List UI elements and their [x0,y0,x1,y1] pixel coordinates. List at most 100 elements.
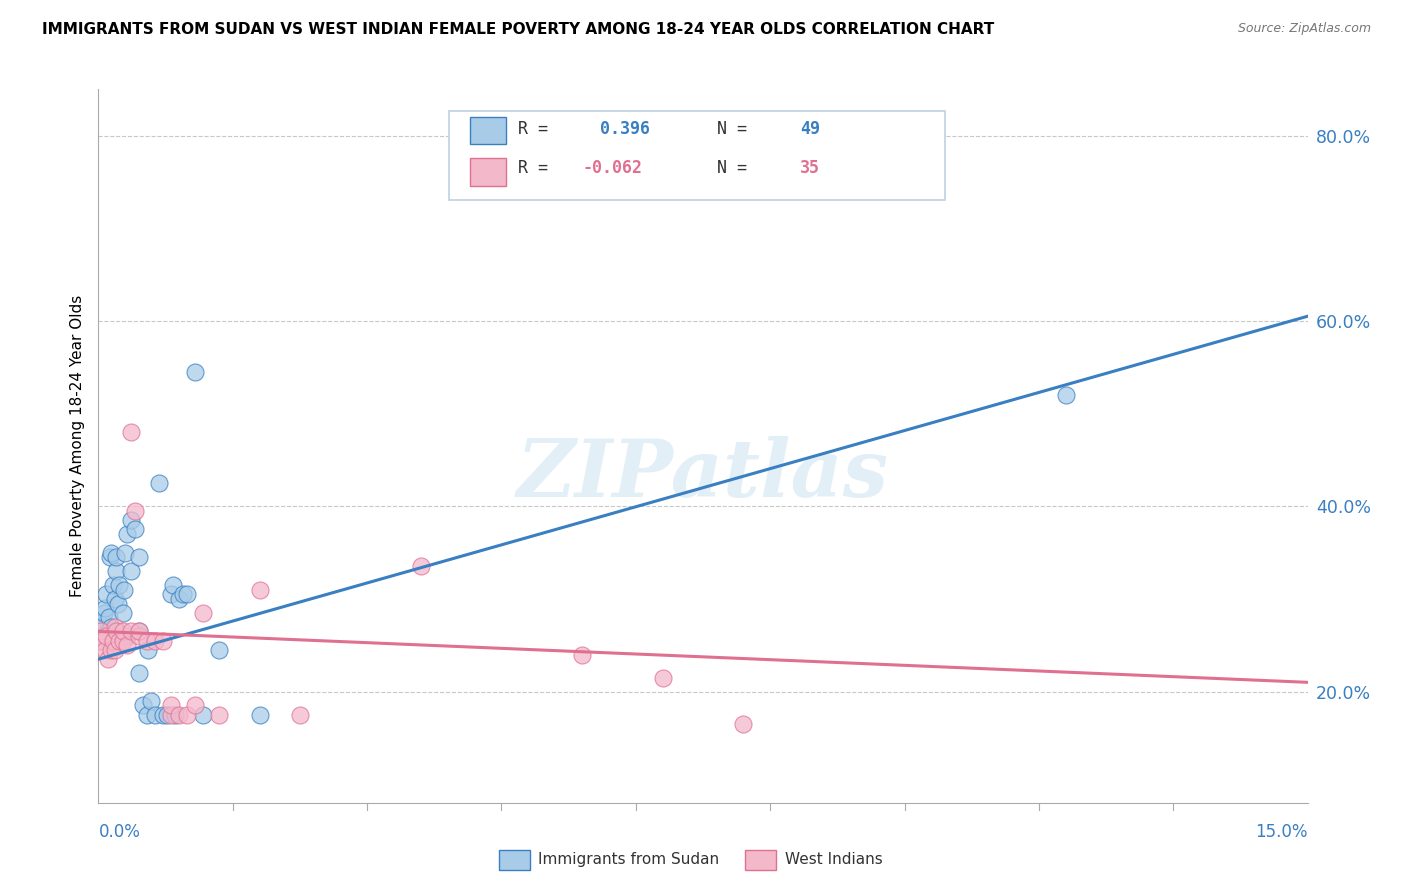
Point [135,633,157,648]
Point [120,513,142,527]
Point [184,365,207,379]
Point [103,629,125,643]
Point [96,587,118,601]
Point [193,606,215,620]
Point [114,545,136,559]
Y-axis label: Female Poverty Among 18-24 Year Olds: Female Poverty Among 18-24 Year Olds [69,295,84,597]
Point [90,633,112,648]
Point [176,587,198,601]
FancyBboxPatch shape [470,159,506,186]
Point [138,643,160,657]
Point [111,629,134,643]
Point [117,527,139,541]
Text: West Indians: West Indians [785,853,883,867]
Point [132,698,155,713]
Point [128,624,150,639]
Point [172,587,194,601]
Point [208,643,231,657]
Text: Source: ZipAtlas.com: Source: ZipAtlas.com [1237,22,1371,36]
Point [160,698,183,713]
Text: 49: 49 [800,120,820,138]
Point [409,559,432,574]
Point [94,601,117,615]
Point [167,591,190,606]
Point [91,633,114,648]
Text: Immigrants from Sudan: Immigrants from Sudan [538,853,720,867]
Point [120,624,142,639]
Point [111,624,134,639]
Point [288,707,311,722]
Text: 15.0%: 15.0% [1256,823,1308,841]
Text: 35: 35 [800,159,820,178]
Point [143,633,166,648]
Point [249,582,271,597]
Point [94,643,117,657]
Point [120,564,142,578]
Point [1054,388,1077,402]
Point [128,629,150,643]
Point [156,707,179,722]
Point [101,633,124,648]
Text: IMMIGRANTS FROM SUDAN VS WEST INDIAN FEMALE POVERTY AMONG 18-24 YEAR OLDS CORREL: IMMIGRANTS FROM SUDAN VS WEST INDIAN FEM… [42,22,994,37]
Point [97,610,120,624]
Point [105,564,128,578]
Text: N =: N = [697,120,756,138]
Point [651,671,673,685]
Point [160,707,183,722]
Point [115,638,138,652]
Point [100,643,122,657]
Point [184,698,207,713]
Point [128,550,150,565]
Point [733,717,755,731]
Point [167,707,190,722]
Point [112,582,135,597]
Point [98,550,121,565]
Point [100,620,122,634]
Point [101,578,124,592]
Point [90,624,112,639]
Text: ZIPatlas: ZIPatlas [517,436,889,513]
Point [120,425,142,439]
Point [135,707,157,722]
Point [152,707,174,722]
Point [193,707,215,722]
Point [103,643,125,657]
Text: R =: R = [517,159,558,178]
Point [162,578,184,592]
Point [93,606,115,620]
Point [208,707,231,722]
Point [100,545,122,559]
Point [148,476,170,491]
Text: 0.396: 0.396 [600,120,650,138]
Point [107,578,129,592]
Point [143,707,166,722]
FancyBboxPatch shape [470,117,506,145]
Point [103,591,125,606]
Point [105,624,128,639]
Point [107,633,129,648]
FancyBboxPatch shape [449,111,945,200]
Point [105,550,128,565]
Point [152,633,174,648]
Point [115,629,138,643]
Point [176,707,198,722]
Point [97,652,120,666]
Text: N =: N = [697,159,756,178]
Point [107,597,129,611]
Point [128,624,150,639]
Point [97,624,120,639]
Text: -0.062: -0.062 [582,159,643,178]
Text: R =: R = [517,120,568,138]
Point [128,666,150,681]
Point [91,615,114,629]
Point [124,504,146,518]
Point [139,694,162,708]
Point [160,587,183,601]
Point [163,707,186,722]
Text: 0.0%: 0.0% [98,823,141,841]
Point [571,648,593,662]
Point [111,633,134,648]
Point [124,523,146,537]
Point [90,620,112,634]
Point [103,620,125,634]
